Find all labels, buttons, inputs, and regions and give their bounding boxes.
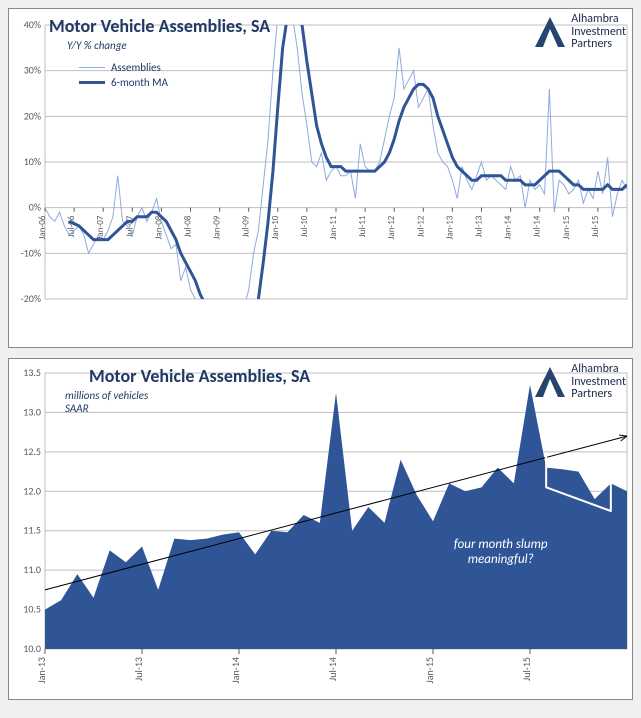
svg-text:11.5: 11.5: [23, 524, 41, 537]
svg-text:Jul-12: Jul-12: [415, 215, 426, 237]
svg-text:12.5: 12.5: [23, 445, 41, 458]
svg-text:Jan-14: Jan-14: [229, 657, 242, 683]
brand-logo: Alhambra Investment Partners: [533, 363, 626, 401]
alhambra-icon: [533, 15, 567, 49]
chart-panel-yoy: Alhambra Investment Partners Motor Vehic…: [8, 8, 633, 348]
svg-text:Jul-08: Jul-08: [183, 215, 194, 237]
svg-text:Jan-06: Jan-06: [37, 215, 48, 239]
svg-text:Jan-12: Jan-12: [386, 215, 397, 239]
brand-line3: Partners: [571, 38, 626, 51]
chart2-title: Motor Vehicle Assemblies, SA: [89, 365, 310, 387]
chart-panel-level: Alhambra Investment Partners Motor Vehic…: [8, 358, 633, 700]
brand-line1: Alhambra: [571, 363, 626, 376]
chart2-subtitle: millions of vehiclesSAAR: [65, 389, 148, 415]
slump-annotation: four month slump meaningful?: [454, 538, 548, 568]
annotation-line2: meaningful?: [468, 552, 534, 567]
brand-logo: Alhambra Investment Partners: [533, 13, 626, 51]
chart1-title: Motor Vehicle Assemblies, SA: [49, 15, 270, 37]
alhambra-icon: [533, 365, 567, 399]
svg-text:0%: 0%: [29, 201, 41, 214]
svg-text:20%: 20%: [24, 109, 41, 122]
svg-text:Jan-15: Jan-15: [423, 657, 436, 683]
svg-text:Jul-14: Jul-14: [532, 215, 543, 237]
svg-text:Jul-10: Jul-10: [299, 215, 310, 237]
svg-text:40%: 40%: [24, 18, 41, 31]
svg-text:Jul-11: Jul-11: [357, 215, 368, 237]
svg-text:12.0: 12.0: [23, 484, 41, 497]
svg-text:Jan-09: Jan-09: [212, 215, 223, 239]
brand-line3: Partners: [571, 388, 626, 401]
svg-text:Jan-14: Jan-14: [503, 215, 514, 239]
svg-text:13.5: 13.5: [23, 366, 41, 379]
svg-text:Jul-14: Jul-14: [326, 657, 339, 681]
svg-text:Jan-07: Jan-07: [95, 215, 106, 239]
svg-text:10%: 10%: [24, 155, 41, 168]
brand-line1: Alhambra: [571, 13, 626, 26]
svg-text:Jul-09: Jul-09: [241, 215, 252, 237]
svg-text:10.0: 10.0: [23, 642, 41, 655]
svg-text:Jan-13: Jan-13: [444, 215, 455, 239]
chart1-subtitle: Y/Y % change: [67, 39, 127, 52]
annotation-line1: four month slump: [454, 537, 548, 552]
svg-text:Jul-15: Jul-15: [590, 215, 601, 237]
svg-text:Jan-15: Jan-15: [561, 215, 572, 239]
svg-text:10.5: 10.5: [23, 603, 41, 616]
svg-text:30%: 30%: [24, 64, 41, 77]
svg-text:Jul-13: Jul-13: [132, 657, 145, 681]
svg-text:11.0: 11.0: [23, 563, 41, 576]
brand-text: Alhambra Investment Partners: [571, 13, 626, 51]
svg-text:-20%: -20%: [21, 292, 41, 305]
svg-text:Jan-10: Jan-10: [270, 215, 281, 239]
svg-text:Jan-13: Jan-13: [35, 657, 48, 683]
svg-text:13.0: 13.0: [23, 405, 41, 418]
svg-text:Jul-06: Jul-06: [66, 215, 77, 237]
svg-text:Jan-11: Jan-11: [328, 215, 339, 239]
svg-text:-10%: -10%: [21, 246, 41, 259]
svg-text:Jul-13: Jul-13: [474, 215, 485, 237]
chart1-legend: Assemblies6-month MA: [79, 61, 168, 91]
chart1-plot: -20% -10% 0% 10% 20% 30% 40% Jan-06 Jul-06 Jan-07…: [9, 9, 634, 349]
svg-text:Jul-15: Jul-15: [520, 657, 533, 681]
brand-text: Alhambra Investment Partners: [571, 363, 626, 401]
